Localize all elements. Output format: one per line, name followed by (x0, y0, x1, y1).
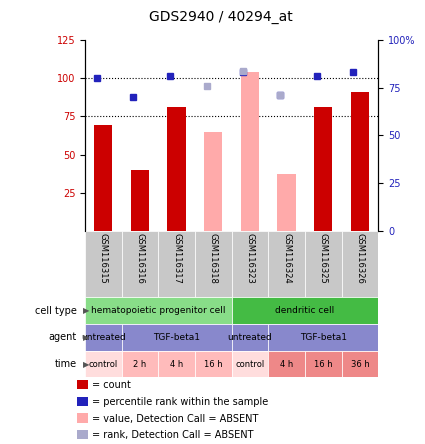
Text: = value, Detection Call = ABSENT: = value, Detection Call = ABSENT (92, 414, 258, 424)
Text: = count: = count (92, 381, 130, 390)
Bar (241, 72, 259, 231)
Bar (305, 351, 342, 377)
Text: 16 h: 16 h (204, 360, 223, 369)
Text: = percentile rank within the sample: = percentile rank within the sample (92, 397, 268, 407)
Text: GSM116325: GSM116325 (319, 233, 328, 284)
Text: untreated: untreated (227, 333, 272, 342)
Bar (85, 297, 232, 324)
Bar (122, 231, 158, 297)
Text: ▶: ▶ (83, 306, 89, 315)
Bar (94, 126, 113, 231)
Text: TGF-beta1: TGF-beta1 (153, 333, 200, 342)
Bar (268, 231, 305, 297)
Bar (351, 92, 369, 231)
Bar (232, 231, 268, 297)
Bar (195, 231, 232, 297)
Text: GSM116316: GSM116316 (136, 233, 144, 284)
Text: time: time (54, 359, 76, 369)
Bar (278, 174, 296, 231)
Bar (122, 324, 232, 351)
Bar (85, 231, 122, 297)
Text: 4 h: 4 h (170, 360, 183, 369)
Text: control: control (235, 360, 265, 369)
Bar (342, 231, 378, 297)
Text: GSM116326: GSM116326 (355, 233, 364, 284)
Bar (232, 324, 268, 351)
Bar (76, 413, 88, 423)
Text: 4 h: 4 h (280, 360, 293, 369)
Text: GSM116324: GSM116324 (282, 233, 291, 284)
Bar (305, 231, 342, 297)
Text: 36 h: 36 h (351, 360, 369, 369)
Bar (342, 351, 378, 377)
Bar (76, 380, 88, 389)
Bar (85, 351, 122, 377)
Text: GSM116317: GSM116317 (172, 233, 181, 284)
Bar (85, 324, 122, 351)
Text: agent: agent (48, 333, 76, 342)
Bar (268, 351, 305, 377)
Bar (232, 351, 268, 377)
Text: GDS2940 / 40294_at: GDS2940 / 40294_at (149, 10, 293, 24)
Bar (204, 131, 222, 231)
Text: 2 h: 2 h (133, 360, 147, 369)
Text: GSM116318: GSM116318 (209, 233, 218, 284)
Bar (158, 351, 195, 377)
Bar (76, 397, 88, 406)
Bar (122, 351, 158, 377)
Text: TGF-beta1: TGF-beta1 (300, 333, 347, 342)
Text: = rank, Detection Call = ABSENT: = rank, Detection Call = ABSENT (92, 430, 253, 440)
Bar (131, 170, 149, 231)
Text: cell type: cell type (34, 306, 76, 316)
Bar (268, 324, 378, 351)
Text: untreated: untreated (81, 333, 126, 342)
Text: ▶: ▶ (83, 360, 89, 369)
Bar (314, 107, 332, 231)
Bar (76, 430, 88, 440)
Text: 16 h: 16 h (314, 360, 333, 369)
Text: dendritic cell: dendritic cell (275, 306, 334, 315)
Text: control: control (89, 360, 118, 369)
Text: GSM116323: GSM116323 (246, 233, 255, 284)
Bar (195, 351, 232, 377)
Text: hematopoietic progenitor cell: hematopoietic progenitor cell (91, 306, 226, 315)
Bar (167, 107, 186, 231)
Bar (232, 297, 378, 324)
Bar (158, 231, 195, 297)
Text: ▶: ▶ (83, 333, 89, 342)
Text: GSM116315: GSM116315 (99, 233, 108, 284)
